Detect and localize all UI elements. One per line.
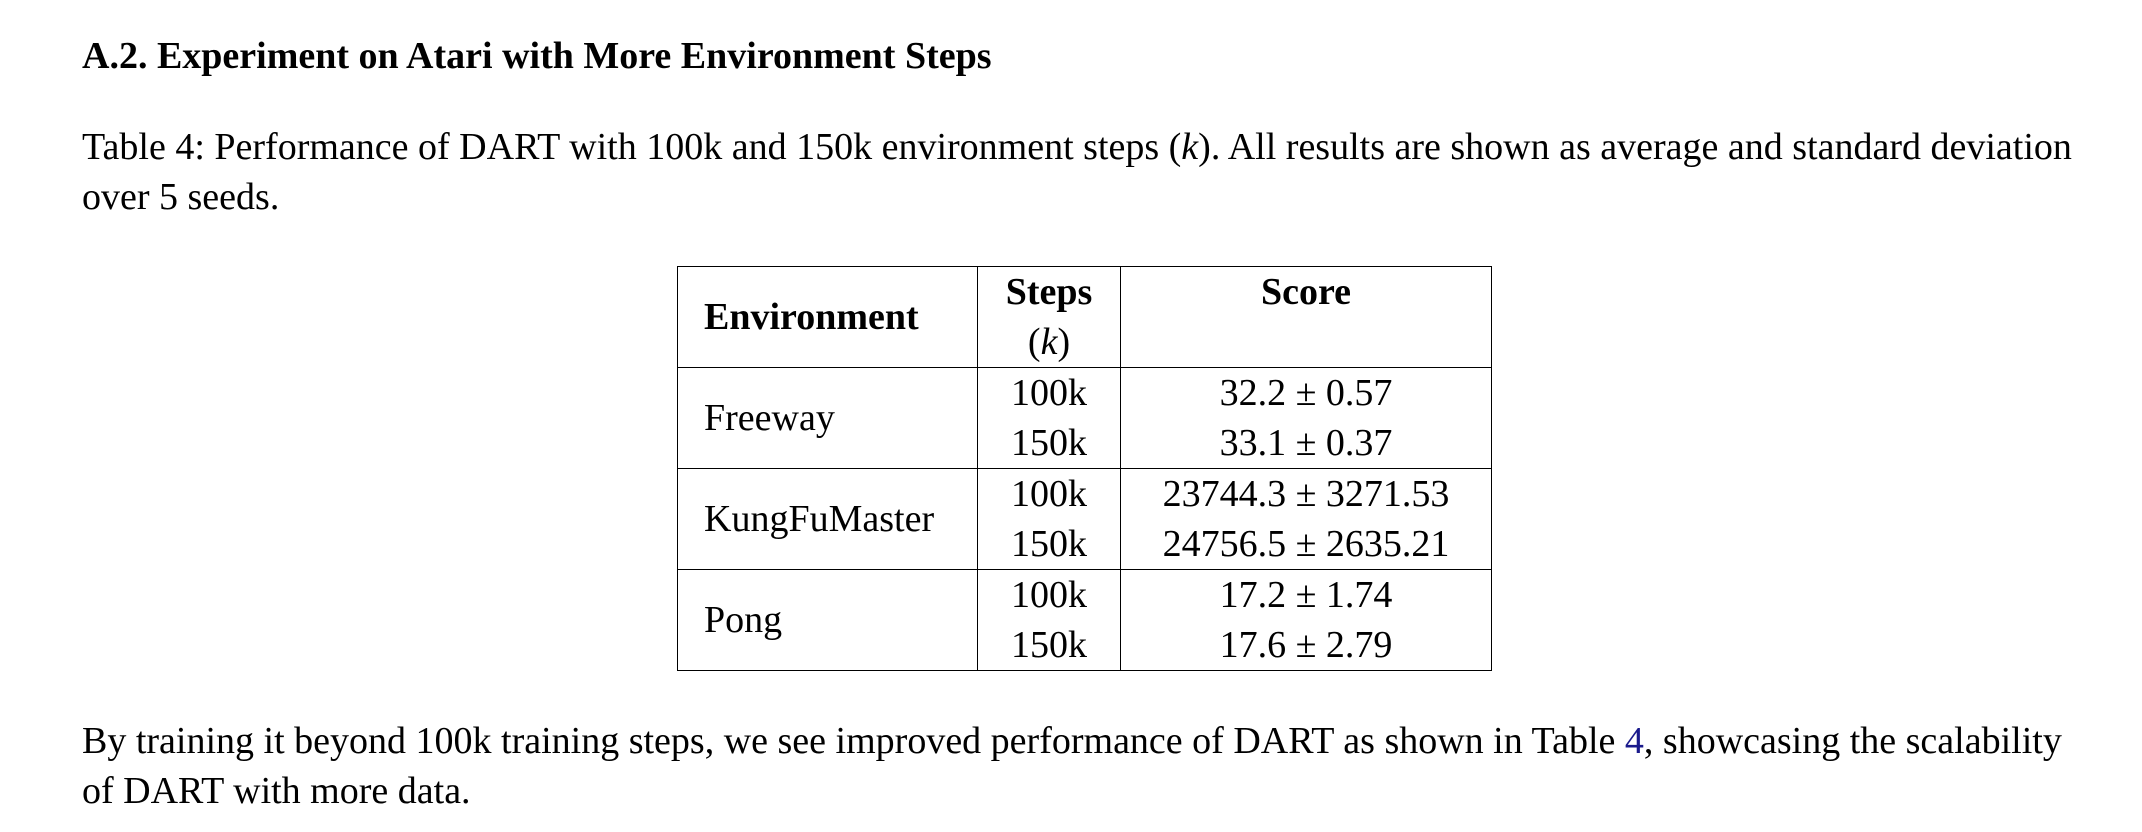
caption-var-k: k	[1181, 126, 1199, 168]
header-environment: Environment	[677, 266, 978, 368]
score-cell: 24756.5 ± 2635.21	[1120, 519, 1492, 570]
header-steps: Steps (k)	[977, 266, 1121, 368]
score-cell: 32.2 ± 0.57	[1120, 367, 1492, 418]
table-row: 150k 33.1 ± 0.37	[678, 418, 1492, 469]
body-paragraph: By training it beyond 100k training step…	[82, 716, 2102, 816]
caption-label: Table 4:	[82, 126, 205, 168]
table-row: 150k 17.6 ± 2.79	[678, 620, 1492, 671]
caption-text-end: ). All results are shown as average and …	[82, 126, 2072, 218]
steps-cell: 100k	[977, 468, 1121, 519]
steps-cell: 100k	[977, 367, 1121, 418]
table-row: KungFuMaster 100k 23744.3 ± 3271.53	[677, 468, 1492, 570]
table-header-row: Environment Steps (k) Score	[677, 266, 1492, 368]
header-steps-label: Steps	[1005, 271, 1093, 313]
results-table: Environment Steps (k) Score Freeway 100k…	[677, 266, 1492, 671]
table-reference-link[interactable]: 4	[1624, 720, 1644, 762]
env-freeway: Freeway	[677, 367, 978, 469]
score-cell: 33.1 ± 0.37	[1120, 418, 1492, 469]
score-cell: 23744.3 ± 3271.53	[1120, 468, 1492, 519]
body-text-start: By training it beyond 100k training step…	[82, 720, 1625, 762]
table-row: 150k 24756.5 ± 2635.21	[678, 519, 1492, 570]
table-row: Freeway 100k 32.2 ± 0.57	[677, 367, 1492, 469]
score-cell: 17.2 ± 1.74	[1120, 569, 1492, 620]
score-cell: 17.6 ± 2.79	[1120, 620, 1492, 671]
steps-cell: 100k	[977, 569, 1121, 620]
env-kungfumaster: KungFuMaster	[677, 468, 978, 570]
steps-cell: 150k	[977, 519, 1121, 570]
body-text-end: , showcasing the scalability of DART wit…	[82, 720, 2062, 812]
steps-cell: 150k	[977, 418, 1121, 469]
table-row: Pong 100k 17.2 ± 1.74	[677, 569, 1492, 671]
results-table-wrapper: Environment Steps (k) Score Freeway 100k…	[677, 266, 1492, 671]
steps-cell: 150k	[977, 620, 1121, 671]
header-score: Score	[1120, 266, 1492, 368]
section-heading: A.2. Experiment on Atari with More Envir…	[82, 35, 992, 77]
table-caption: Table 4: Performance of DART with 100k a…	[82, 122, 2102, 222]
env-pong: Pong	[677, 569, 978, 671]
caption-text-start: Performance of DART with 100k and 150k e…	[214, 126, 1182, 168]
header-steps-unit: (k)	[1027, 321, 1071, 363]
